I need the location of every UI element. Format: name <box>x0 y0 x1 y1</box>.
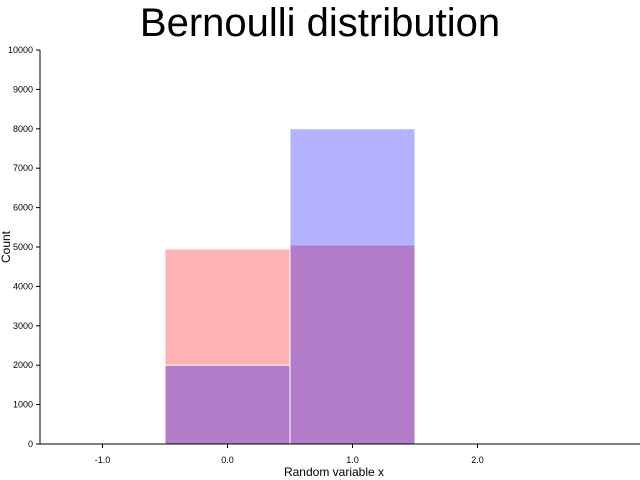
y-tick-label: 5000 <box>13 242 33 252</box>
y-tick-label: 10000 <box>8 45 33 55</box>
y-tick-label: 6000 <box>13 203 33 213</box>
y-tick-label: 1000 <box>13 400 33 410</box>
y-tick-label: 0 <box>28 439 33 449</box>
x-axis-label: Random variable x <box>284 465 384 479</box>
chart-title: Bernoulli distribution <box>140 1 500 45</box>
x-tick-label: -1.0 <box>95 455 111 465</box>
y-tick-label: 9000 <box>13 84 33 94</box>
bar-series-0-x-0 <box>164 248 291 445</box>
y-tick-label: 7000 <box>13 163 33 173</box>
y-tick-label: 3000 <box>13 321 33 331</box>
x-tick-label: 1.0 <box>346 455 359 465</box>
y-tick-label: 8000 <box>13 124 33 134</box>
y-axis-label: Count <box>0 230 13 263</box>
y-tick-label: 2000 <box>13 360 33 370</box>
bar-series-1-x-0 <box>164 364 291 445</box>
bars-layer <box>164 128 416 445</box>
y-tick-label: 4000 <box>13 281 33 291</box>
bar-series-0-x-1 <box>289 244 416 445</box>
x-tick-label: 0.0 <box>221 455 234 465</box>
x-tick-label: 2.0 <box>471 455 484 465</box>
bar-series-1-x-1 <box>289 128 416 445</box>
ticks-layer: 0 1000 2000 3000 4000 5000 6000 7000 8000 9000 100… <box>8 45 484 465</box>
